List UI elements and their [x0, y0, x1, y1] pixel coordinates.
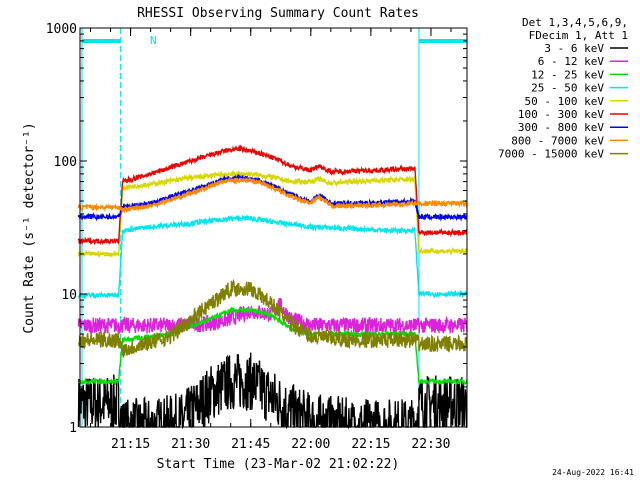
y-tick-label-2: 100 — [54, 155, 77, 170]
plot-frame — [79, 27, 468, 428]
series-line-8 — [77, 278, 468, 358]
x-axis-label: Start Time (23-Mar-02 21:02:22) — [157, 457, 400, 472]
series-line-4 — [77, 170, 468, 258]
y-tick-label-0: 1 — [69, 421, 77, 436]
legend-label-2: 12 - 25 keV — [531, 68, 604, 81]
y-axis-label: Count Rate (s⁻¹ detector⁻¹) — [22, 122, 37, 333]
legend-label-3: 25 - 50 keV — [531, 82, 604, 95]
series-layer — [77, 144, 468, 430]
legend-label-0: 3 - 6 keV — [544, 42, 604, 55]
legend-label-1: 6 - 12 keV — [538, 55, 605, 68]
legend-label-6: 300 - 800 keV — [518, 121, 604, 134]
y-tick-label-1: 10 — [61, 288, 77, 303]
x-tick-label-2: 21:45 — [231, 437, 270, 452]
axis-ticks: 1 10 100 1000 21:15 21:30 21:45 22:00 22:15 22:30 — [46, 22, 467, 452]
x-tick-label-3: 22:00 — [291, 437, 330, 452]
legend-header-line1: Det 1,3,4,5,6,9, — [522, 16, 628, 29]
x-tick-label-1: 21:30 — [171, 437, 210, 452]
y-tick-label-3: 1000 — [46, 22, 77, 37]
footer-timestamp: 24-Aug-2022 16:41 — [552, 468, 634, 477]
legend-label-8: 7000 - 15000 keV — [498, 148, 604, 161]
x-tick-label-0: 21:15 — [111, 437, 150, 452]
legend-label-5: 100 - 300 keV — [518, 108, 604, 121]
flag-label: N — [150, 34, 157, 47]
series-line-0 — [77, 352, 468, 430]
legend-header-line2: FDecim 1, Att 1 — [529, 29, 628, 42]
series-line-5 — [77, 144, 468, 246]
chart-title: RHESSI Observing Summary Count Rates — [137, 6, 419, 21]
series-line-2 — [78, 306, 468, 387]
legend-label-4: 50 - 100 keV — [525, 95, 605, 108]
series-line-7 — [77, 176, 468, 215]
series-line-3 — [77, 213, 468, 300]
x-tick-label-4: 22:15 — [351, 437, 390, 452]
legend-label-7: 800 - 7000 keV — [511, 134, 604, 147]
x-tick-label-5: 22:30 — [411, 437, 450, 452]
series-line-6 — [77, 174, 468, 222]
